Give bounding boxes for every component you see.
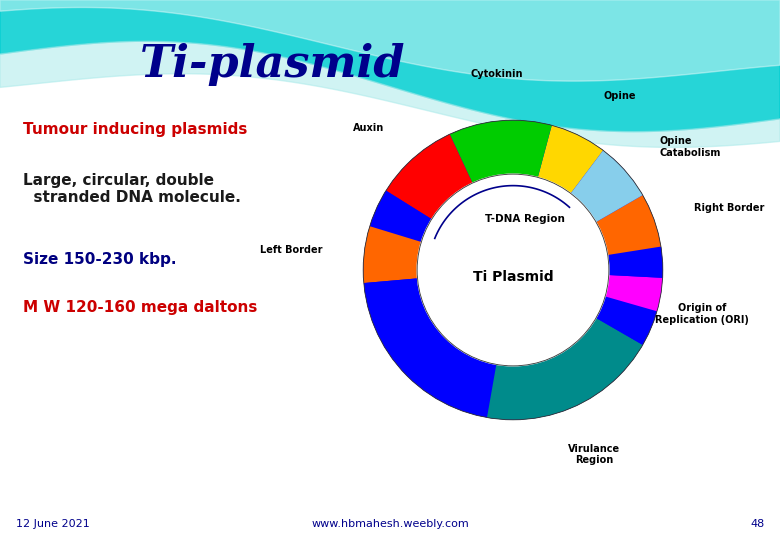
Text: 48: 48 — [750, 519, 764, 529]
Text: www.hbmahesh.weebly.com: www.hbmahesh.weebly.com — [311, 519, 469, 529]
Text: Left Border: Left Border — [260, 245, 322, 255]
Wedge shape — [370, 191, 431, 242]
Wedge shape — [596, 195, 661, 255]
Text: Size 150-230 kbp.: Size 150-230 kbp. — [23, 252, 177, 267]
Text: Large, circular, double
  stranded DNA molecule.: Large, circular, double stranded DNA mol… — [23, 173, 241, 205]
Wedge shape — [596, 296, 657, 345]
Wedge shape — [487, 318, 643, 420]
Text: Right Border: Right Border — [694, 202, 764, 213]
Text: Auxin: Auxin — [353, 123, 385, 132]
Wedge shape — [450, 120, 551, 183]
Wedge shape — [363, 278, 496, 417]
Text: Origin of
Replication (ORI): Origin of Replication (ORI) — [655, 303, 749, 325]
Text: Opine: Opine — [603, 91, 636, 100]
Text: M W 120-160 mega daltons: M W 120-160 mega daltons — [23, 300, 257, 315]
Text: Cytokinin: Cytokinin — [470, 69, 523, 79]
Text: Ti-plasmid: Ti-plasmid — [140, 43, 406, 86]
Wedge shape — [363, 120, 663, 420]
Text: 12 June 2021: 12 June 2021 — [16, 519, 90, 529]
Text: Tumour inducing plasmids: Tumour inducing plasmids — [23, 122, 248, 137]
Wedge shape — [605, 275, 662, 311]
Wedge shape — [538, 125, 603, 193]
Text: T-DNA Region: T-DNA Region — [485, 214, 565, 224]
Text: Virulance
Region: Virulance Region — [568, 444, 620, 465]
Wedge shape — [386, 134, 473, 219]
Wedge shape — [571, 150, 643, 222]
Circle shape — [417, 174, 609, 366]
Text: Opine
Catabolism: Opine Catabolism — [660, 136, 722, 158]
Wedge shape — [363, 226, 421, 283]
Text: Ti Plasmid: Ti Plasmid — [473, 271, 553, 285]
Wedge shape — [608, 247, 663, 278]
